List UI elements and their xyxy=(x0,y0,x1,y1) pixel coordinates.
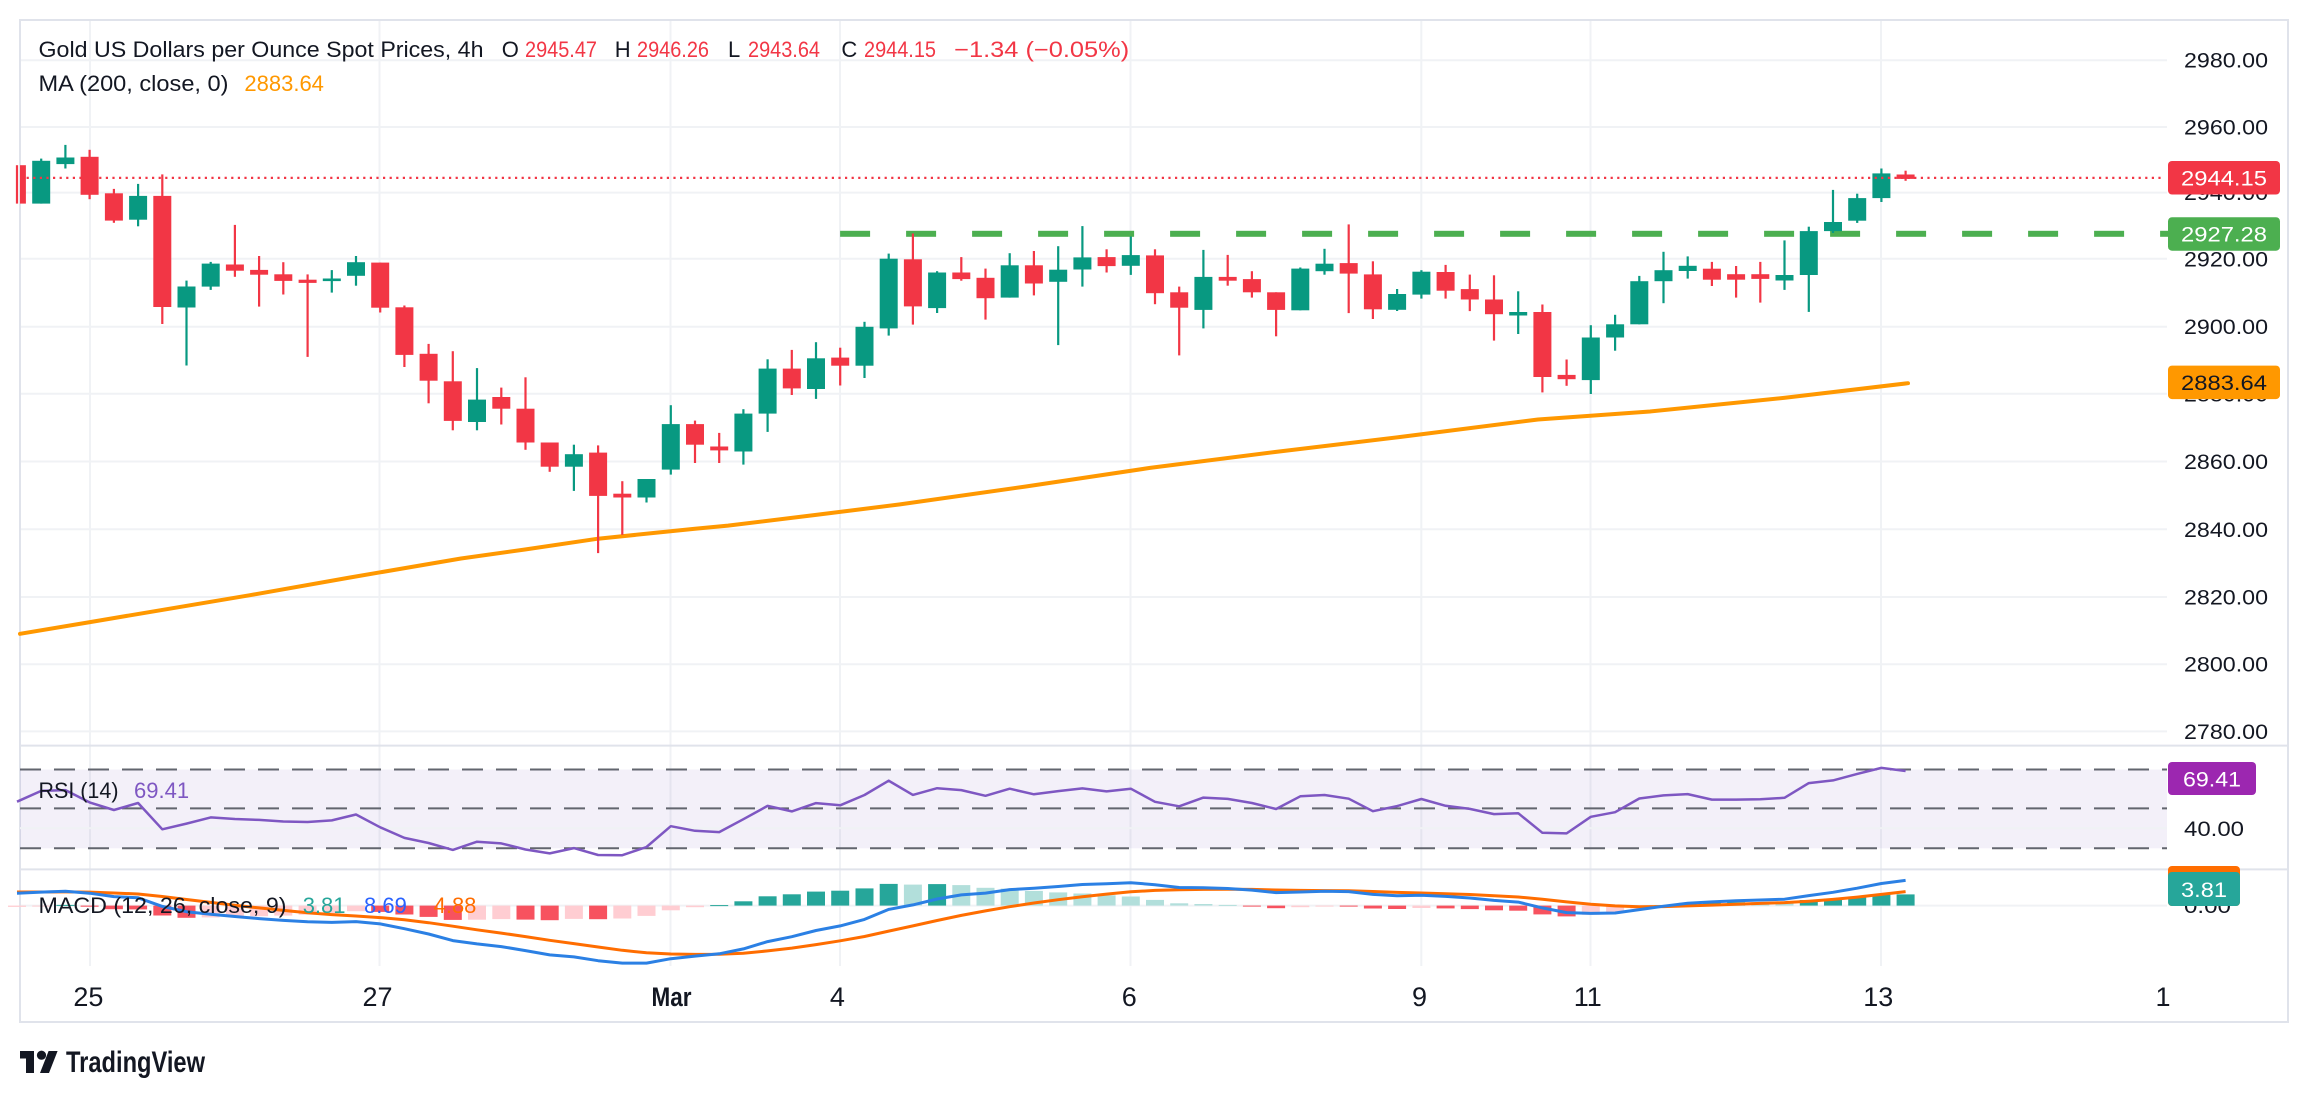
svg-text:2943.64: 2943.64 xyxy=(748,37,820,62)
svg-text:4.88: 4.88 xyxy=(434,893,477,918)
svg-text:69.41: 69.41 xyxy=(2183,768,2241,792)
svg-text:3.81: 3.81 xyxy=(2181,878,2227,902)
svg-text:MACD (12, 26, close, 9): MACD (12, 26, close, 9) xyxy=(39,893,287,918)
svg-text:2780.00: 2780.00 xyxy=(2184,720,2268,744)
svg-text:2860.00: 2860.00 xyxy=(2184,450,2268,474)
svg-text:11: 11 xyxy=(1574,982,1602,1012)
svg-text:2944.15: 2944.15 xyxy=(2181,167,2267,191)
svg-text:2946.26: 2946.26 xyxy=(637,37,709,62)
svg-text:2945.47: 2945.47 xyxy=(525,37,597,62)
svg-text:O: O xyxy=(502,37,519,62)
svg-text:3.81: 3.81 xyxy=(303,893,346,918)
svg-text:2920.00: 2920.00 xyxy=(2184,247,2268,271)
svg-text:MA (200, close, 0): MA (200, close, 0) xyxy=(39,71,229,96)
svg-text:69.41: 69.41 xyxy=(134,778,189,803)
svg-text:TradingView: TradingView xyxy=(66,1046,205,1079)
svg-text:8.69: 8.69 xyxy=(364,893,407,918)
svg-text:2944.15: 2944.15 xyxy=(864,37,936,62)
svg-text:13: 13 xyxy=(1863,982,1893,1012)
svg-text:C: C xyxy=(841,37,857,62)
svg-text:2960.00: 2960.00 xyxy=(2184,116,2268,140)
svg-text:2883.64: 2883.64 xyxy=(2181,371,2267,395)
svg-text:2980.00: 2980.00 xyxy=(2184,49,2268,73)
svg-text:Gold US Dollars per Ounce Spot: Gold US Dollars per Ounce Spot Prices, 4… xyxy=(39,37,484,62)
svg-text:6: 6 xyxy=(1122,982,1137,1012)
svg-text:4: 4 xyxy=(830,982,845,1012)
svg-text:Mar: Mar xyxy=(652,982,692,1012)
svg-text:2883.64: 2883.64 xyxy=(244,71,324,96)
svg-text:RSI (14): RSI (14) xyxy=(39,778,119,803)
svg-text:25: 25 xyxy=(73,982,103,1012)
svg-text:−1.34 (−0.05%): −1.34 (−0.05%) xyxy=(954,37,1129,62)
svg-text:1: 1 xyxy=(2155,982,2170,1012)
svg-text:L: L xyxy=(728,37,740,62)
svg-text:27: 27 xyxy=(362,982,392,1012)
svg-text:2840.00: 2840.00 xyxy=(2184,518,2268,542)
svg-text:40.00: 40.00 xyxy=(2184,817,2244,841)
svg-text:2900.00: 2900.00 xyxy=(2184,315,2268,339)
svg-text:2800.00: 2800.00 xyxy=(2184,653,2268,677)
svg-text:9: 9 xyxy=(1412,982,1427,1012)
svg-text:2820.00: 2820.00 xyxy=(2184,586,2268,610)
svg-text:2927.28: 2927.28 xyxy=(2181,223,2267,247)
svg-text:H: H xyxy=(615,37,631,62)
